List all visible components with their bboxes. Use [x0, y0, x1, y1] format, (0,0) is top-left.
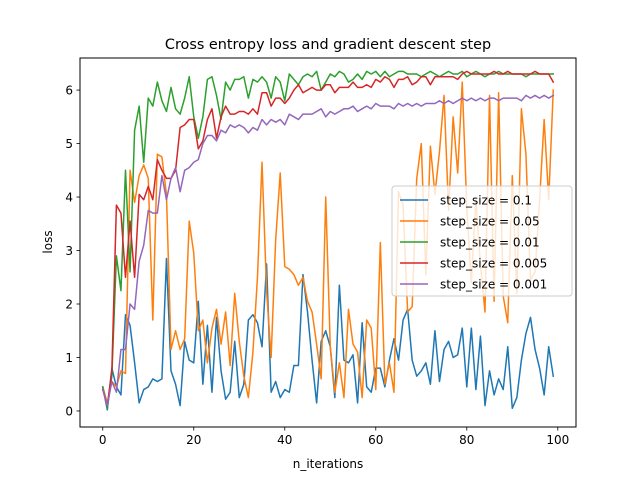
x-tick-label: 20 — [186, 433, 201, 447]
y-tick-label: 4 — [65, 190, 73, 204]
x-axis-ticks: 0 20 40 60 80 100 — [99, 427, 569, 447]
y-axis-label: loss — [41, 230, 55, 253]
x-tick-label: 60 — [368, 433, 383, 447]
x-tick-label: 80 — [459, 433, 474, 447]
legend-label-4: step_size = 0.001 — [440, 278, 547, 292]
series-line-3 — [101, 70, 555, 407]
y-tick-label: 3 — [65, 244, 73, 258]
legend-label-3: step_size = 0.005 — [440, 257, 547, 271]
y-tick-label: 1 — [65, 351, 73, 365]
legend-label-0: step_size = 0.1 — [440, 194, 532, 208]
y-tick-label: 2 — [65, 297, 73, 311]
x-tick-label: 100 — [546, 433, 569, 447]
y-tick-label: 5 — [65, 137, 73, 151]
series-line-0 — [101, 257, 555, 411]
x-axis-label: n_iterations — [293, 457, 364, 471]
y-tick-label: 0 — [65, 404, 73, 418]
series-line-4 — [101, 94, 555, 407]
y-tick-label: 6 — [65, 83, 73, 97]
x-tick-label: 40 — [277, 433, 292, 447]
legend-label-2: step_size = 0.01 — [440, 236, 540, 250]
series-line-2 — [101, 70, 554, 410]
legend-box — [391, 185, 573, 297]
plot-lines — [101, 70, 555, 411]
legend-label-1: step_size = 0.05 — [440, 215, 540, 229]
axes-frame — [79, 57, 577, 428]
y-axis-ticks: 0 1 2 3 4 5 6 — [65, 83, 80, 418]
legend: step_size = 0.1 step_size = 0.05 step_size… — [391, 185, 573, 297]
x-tick-label: 0 — [99, 433, 107, 447]
chart-title: Cross entropy loss and gradient descent … — [165, 37, 491, 53]
